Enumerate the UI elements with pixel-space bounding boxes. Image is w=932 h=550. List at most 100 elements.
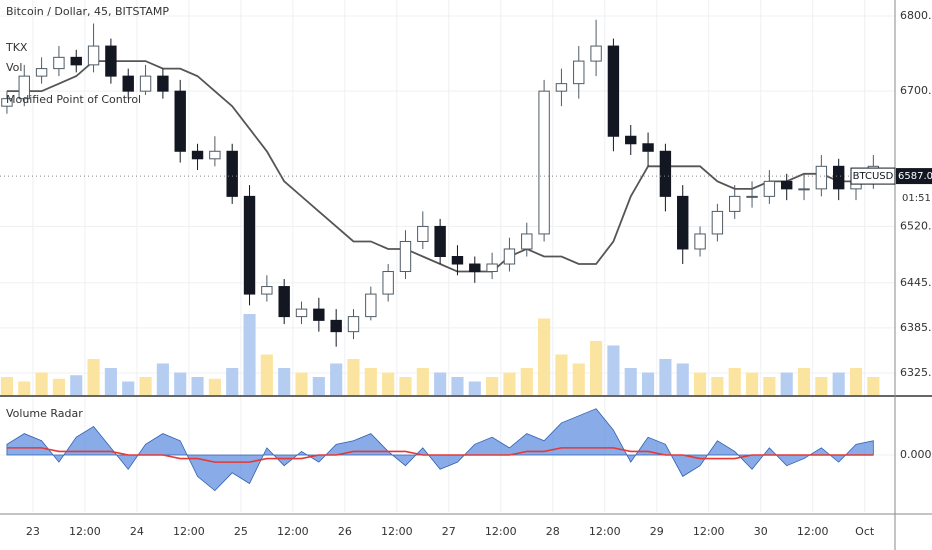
x-tick-label: 30 [754,525,768,538]
x-tick-label: 25 [234,525,248,538]
volume-bar [18,381,31,395]
candle-body [832,165,845,190]
candle-body [365,293,377,318]
y-tick-label: 6700.00 [900,84,932,97]
candle-body [382,271,394,295]
candle-body [1,98,13,107]
candle-body [469,263,481,273]
volume-bar [122,381,135,395]
volume-bar [624,368,637,395]
candle-body [399,240,412,273]
volume-bar [226,368,239,395]
volume-bar [451,377,464,395]
volume-bar [382,372,395,395]
x-tick-label: 12:00 [381,525,413,538]
candle-body [451,255,464,265]
volume-bar [174,372,187,395]
volume-bar [867,377,880,395]
volume-bar [693,372,707,395]
candle-body [330,319,342,333]
candle-body [313,308,325,321]
candle-body [503,248,516,265]
volume-bar [555,354,568,395]
volume-bar [676,363,689,395]
volume-bar [745,372,759,395]
candle-body [815,165,828,190]
candle-body [625,135,637,145]
volume-bar [156,363,169,395]
volume-bar [243,314,256,395]
x-tick-label: 12:00 [173,525,205,538]
x-tick-label: 12:00 [69,525,101,538]
volume-bar [347,359,360,395]
volume-bar [607,345,620,395]
x-tick-label: 27 [442,525,456,538]
candle-body [243,195,256,295]
candle-body [191,150,204,160]
volume-bar [364,368,377,395]
candle-body [226,150,238,197]
candle-body [607,45,620,137]
x-tick-label: 12:00 [485,525,517,538]
volume-bar [416,368,429,395]
volume-bar [399,377,412,395]
volume-bar [538,318,551,395]
candle-body [590,45,602,62]
x-tick-label: 29 [650,525,664,538]
candle-body [157,75,169,92]
y-tick-label: 6325.00 [900,366,932,379]
candle-body [18,75,30,100]
volume-bar [35,372,48,395]
volume-bar [260,354,273,395]
volume-bar [312,377,325,395]
candle-body [555,83,568,92]
legend-entry: TKX [5,41,28,54]
candle-body [781,180,793,190]
symbol-box [850,167,896,185]
candle-body [278,286,290,318]
y-tick-label: 0.0000 [900,448,932,461]
x-tick-label: 12:00 [797,525,829,538]
volume-bar [70,375,83,395]
volume-bar [503,372,516,395]
x-tick-label: 12:00 [277,525,309,538]
legend-entry: Modified Point of Control [6,93,141,106]
candle-body [35,68,48,77]
volume-bar [642,372,655,395]
symbol-label: BTCUSD [853,171,894,182]
volume-bar [52,378,65,395]
volume-bar [659,359,672,395]
candle-body [538,90,550,235]
y-tick-label: 6445.00 [900,276,932,289]
candle-body [642,143,654,152]
volume-bar [572,363,585,395]
volume-bar [468,381,481,395]
candle-body [295,308,308,318]
panel-title: Volume Radar [6,407,83,420]
volume-bar [434,372,447,395]
x-tick-label: Oct [855,525,875,538]
candle-body [261,286,273,295]
volume-bar [104,368,117,395]
candle-body [486,263,498,273]
candle-body [729,195,741,212]
volume-bar [590,341,603,395]
chart-title: Bitcoin / Dollar, 45, BITSTAMP [6,5,169,18]
volume-bar [728,368,741,395]
volume-bar [763,377,776,395]
candle-body [521,233,533,250]
volume-bar [486,377,499,395]
volume-bar [191,377,204,395]
x-tick-label: 23 [26,525,40,538]
candle-body [434,225,446,257]
x-tick-label: 24 [130,525,144,538]
candle-body [347,316,360,333]
candle-body [122,75,134,92]
volume-bar [780,372,793,395]
volume-bar [815,377,828,395]
candle-body [417,225,429,242]
marks [0,19,895,492]
